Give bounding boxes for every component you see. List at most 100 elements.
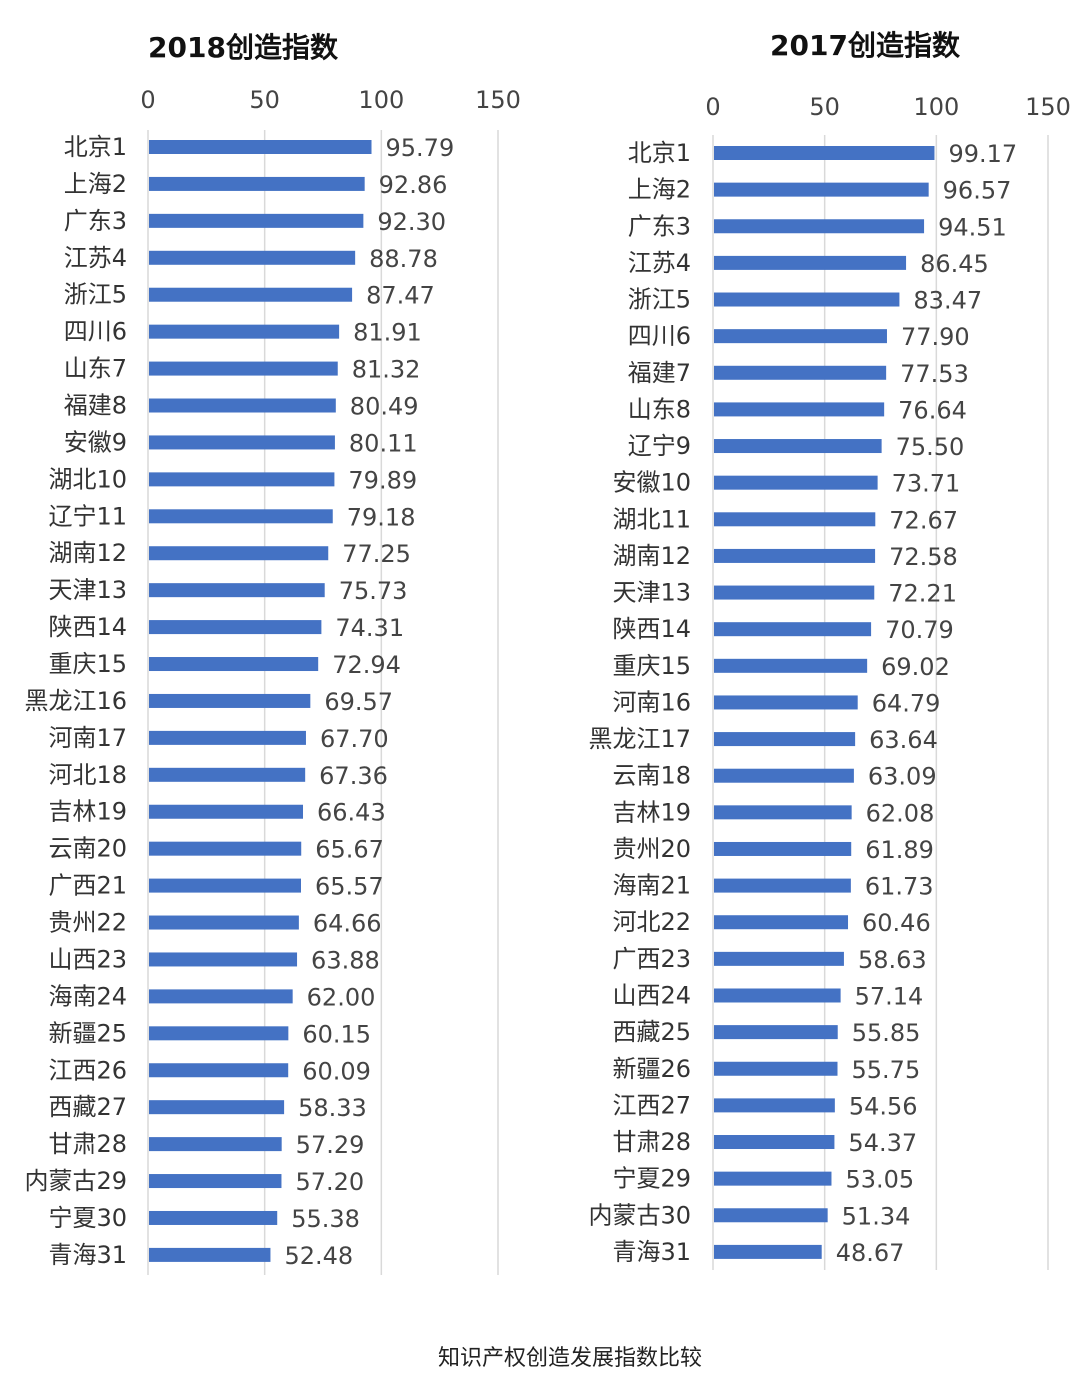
bar bbox=[149, 1026, 289, 1041]
bar bbox=[714, 1135, 835, 1150]
category-label: 青海31 bbox=[48, 1241, 127, 1269]
data-label: 81.32 bbox=[352, 356, 421, 384]
category-label: 福建8 bbox=[64, 392, 127, 420]
data-label: 60.46 bbox=[862, 909, 931, 937]
category-label: 山东8 bbox=[628, 395, 691, 423]
category-label: 北京1 bbox=[628, 139, 691, 167]
bar bbox=[714, 219, 925, 234]
category-label: 黑龙江16 bbox=[24, 687, 127, 715]
bar bbox=[149, 324, 340, 339]
category-label: 天津13 bbox=[612, 579, 691, 607]
category-label: 吉林19 bbox=[48, 798, 127, 826]
category-label: 广东3 bbox=[64, 207, 127, 235]
data-label: 57.14 bbox=[855, 982, 924, 1010]
category-label: 河北18 bbox=[48, 761, 127, 789]
bar bbox=[714, 585, 875, 600]
bar bbox=[149, 1247, 271, 1262]
category-label: 浙江5 bbox=[64, 281, 127, 309]
x-tick-label: 50 bbox=[249, 86, 280, 114]
category-label: 江苏4 bbox=[64, 244, 127, 272]
bar bbox=[149, 730, 306, 745]
category-label: 江西26 bbox=[48, 1056, 127, 1084]
category-label: 海南21 bbox=[612, 872, 691, 900]
bar bbox=[714, 255, 907, 270]
data-label: 77.90 bbox=[901, 323, 970, 351]
category-label: 安徽9 bbox=[64, 428, 127, 456]
data-label: 52.48 bbox=[284, 1242, 353, 1270]
bar bbox=[714, 1171, 832, 1186]
data-label: 88.78 bbox=[369, 245, 438, 273]
category-label: 新疆26 bbox=[612, 1055, 691, 1083]
data-label: 74.31 bbox=[335, 614, 404, 642]
chart-2017: 2017创造指数 0 50 100 150 北京1 99.17 上海2 96.57 广东3 94.5… bbox=[588, 29, 1071, 1270]
data-label: 69.02 bbox=[881, 653, 950, 681]
data-label: 92.86 bbox=[379, 171, 448, 199]
category-label: 甘肃28 bbox=[612, 1128, 691, 1156]
bar bbox=[714, 732, 856, 747]
data-label: 73.71 bbox=[892, 470, 961, 498]
bar bbox=[149, 1063, 289, 1078]
category-label: 湖南12 bbox=[612, 542, 691, 570]
category-label: 辽宁11 bbox=[48, 502, 127, 530]
bar bbox=[714, 1208, 828, 1223]
category-label: 山西23 bbox=[48, 945, 127, 973]
bar bbox=[149, 250, 356, 265]
bar bbox=[714, 475, 878, 490]
category-label: 内蒙古30 bbox=[588, 1201, 691, 1229]
category-label: 广西23 bbox=[612, 945, 691, 973]
bar bbox=[714, 768, 854, 783]
category-label: 上海2 bbox=[64, 170, 127, 198]
data-label: 69.57 bbox=[324, 688, 393, 716]
data-label: 99.17 bbox=[948, 140, 1017, 168]
bar bbox=[714, 182, 929, 197]
bar bbox=[149, 804, 304, 819]
bar bbox=[714, 622, 872, 637]
category-label: 上海2 bbox=[628, 176, 691, 204]
data-label: 58.33 bbox=[298, 1094, 367, 1122]
x-tick-label: 0 bbox=[140, 86, 155, 114]
bar bbox=[149, 213, 364, 228]
data-label: 58.63 bbox=[858, 946, 927, 974]
data-label: 62.00 bbox=[307, 983, 376, 1011]
x-tick-label: 0 bbox=[705, 93, 720, 121]
category-label: 河南17 bbox=[48, 724, 127, 752]
bar bbox=[149, 1210, 278, 1225]
bar bbox=[714, 146, 935, 160]
category-label: 江苏4 bbox=[628, 249, 691, 277]
category-label: 新疆25 bbox=[48, 1019, 127, 1047]
data-label: 54.56 bbox=[849, 1092, 918, 1120]
bar bbox=[149, 1174, 282, 1189]
data-label: 65.67 bbox=[315, 836, 384, 864]
category-label: 山东7 bbox=[64, 355, 127, 383]
category-label: 湖北11 bbox=[612, 505, 691, 533]
category-label: 广东3 bbox=[628, 212, 691, 240]
data-label: 67.70 bbox=[320, 725, 389, 753]
data-label: 60.09 bbox=[302, 1057, 371, 1085]
data-label: 55.75 bbox=[852, 1056, 921, 1084]
data-label: 81.91 bbox=[353, 319, 422, 347]
data-label: 72.67 bbox=[889, 506, 958, 534]
category-label: 宁夏29 bbox=[612, 1165, 691, 1193]
data-label: 54.37 bbox=[848, 1129, 917, 1157]
bar bbox=[149, 620, 322, 635]
figure-caption: 知识产权创造发展指数比较 bbox=[438, 1346, 702, 1371]
bar bbox=[714, 805, 852, 820]
category-label: 贵州22 bbox=[48, 909, 127, 937]
data-label: 55.85 bbox=[852, 1019, 921, 1047]
category-label: 甘肃28 bbox=[48, 1130, 127, 1158]
category-label: 内蒙古29 bbox=[24, 1167, 127, 1195]
bar bbox=[149, 546, 329, 561]
category-label: 黑龙江17 bbox=[588, 725, 691, 753]
category-label: 河北22 bbox=[612, 908, 691, 936]
category-label: 天津13 bbox=[48, 576, 127, 604]
category-label: 陕西14 bbox=[48, 613, 127, 641]
bar bbox=[149, 361, 338, 376]
category-label: 河南16 bbox=[612, 688, 691, 716]
bar bbox=[149, 952, 298, 967]
bar bbox=[714, 1061, 838, 1076]
data-label: 70.79 bbox=[885, 616, 954, 644]
data-label: 75.50 bbox=[896, 433, 965, 461]
data-label: 72.58 bbox=[889, 543, 958, 571]
data-label: 96.57 bbox=[943, 177, 1012, 205]
